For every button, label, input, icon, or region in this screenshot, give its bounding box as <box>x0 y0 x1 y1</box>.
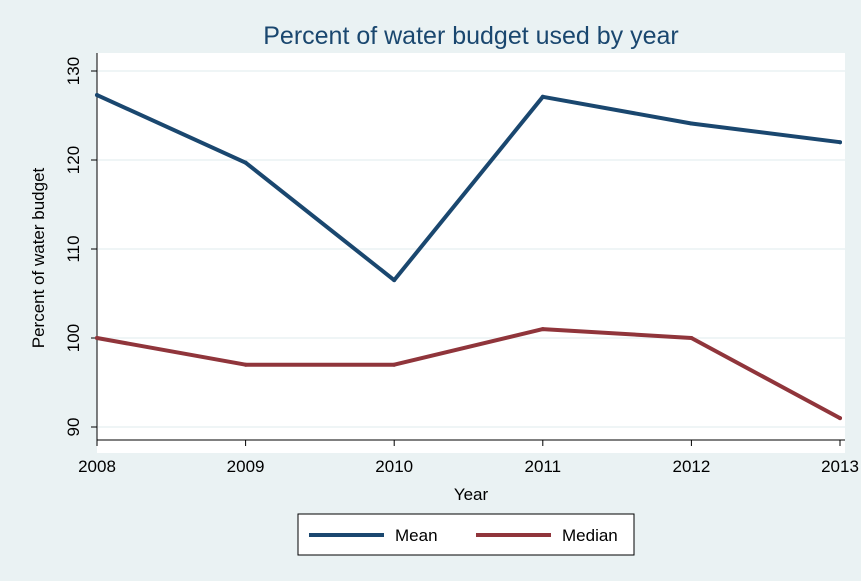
gridlines <box>98 70 845 428</box>
data-point-mean <box>392 278 397 283</box>
data-point-median <box>540 327 545 332</box>
y-tick-label: 90 <box>64 418 83 437</box>
series-line-mean <box>95 93 842 283</box>
y-tick-label: 130 <box>64 57 83 85</box>
x-tick-label: 2008 <box>78 457 116 476</box>
data-point-mean <box>838 140 842 145</box>
axes <box>96 53 845 441</box>
x-tick-label: 2011 <box>525 457 562 476</box>
data-point-mean <box>540 94 545 99</box>
x-tick-label: 2009 <box>227 457 265 476</box>
legend-label-median: Median <box>562 526 618 545</box>
axis-ticks: 90 100 110 120 130 2008 2009 2010 2011 2012 2013 <box>64 57 859 476</box>
y-tick-label: 100 <box>64 324 83 352</box>
chart-title: Percent of water budget used by year <box>263 22 679 50</box>
y-tick-label: 110 <box>64 235 83 262</box>
y-tick-label: 120 <box>64 146 83 174</box>
data-point-median <box>95 336 99 340</box>
data-point-mean <box>243 160 248 165</box>
data-point-median <box>243 362 248 367</box>
y-axis-label: Percent of water budget <box>29 167 48 348</box>
series-lines <box>95 93 842 421</box>
x-tick-label: 2010 <box>375 457 413 476</box>
x-tick-label: 2013 <box>821 457 859 476</box>
data-point-mean <box>95 93 99 98</box>
data-point-mean <box>689 121 694 126</box>
series-line-median <box>95 327 842 421</box>
x-axis-label: Year <box>454 485 489 504</box>
x-tick-label: 2012 <box>672 457 710 476</box>
data-point-median <box>392 362 397 367</box>
data-point-median <box>838 416 842 421</box>
legend-label-mean: Mean <box>395 526 438 545</box>
legend: Mean Median <box>297 513 635 556</box>
data-point-median <box>689 336 694 340</box>
plot-area <box>97 53 845 453</box>
